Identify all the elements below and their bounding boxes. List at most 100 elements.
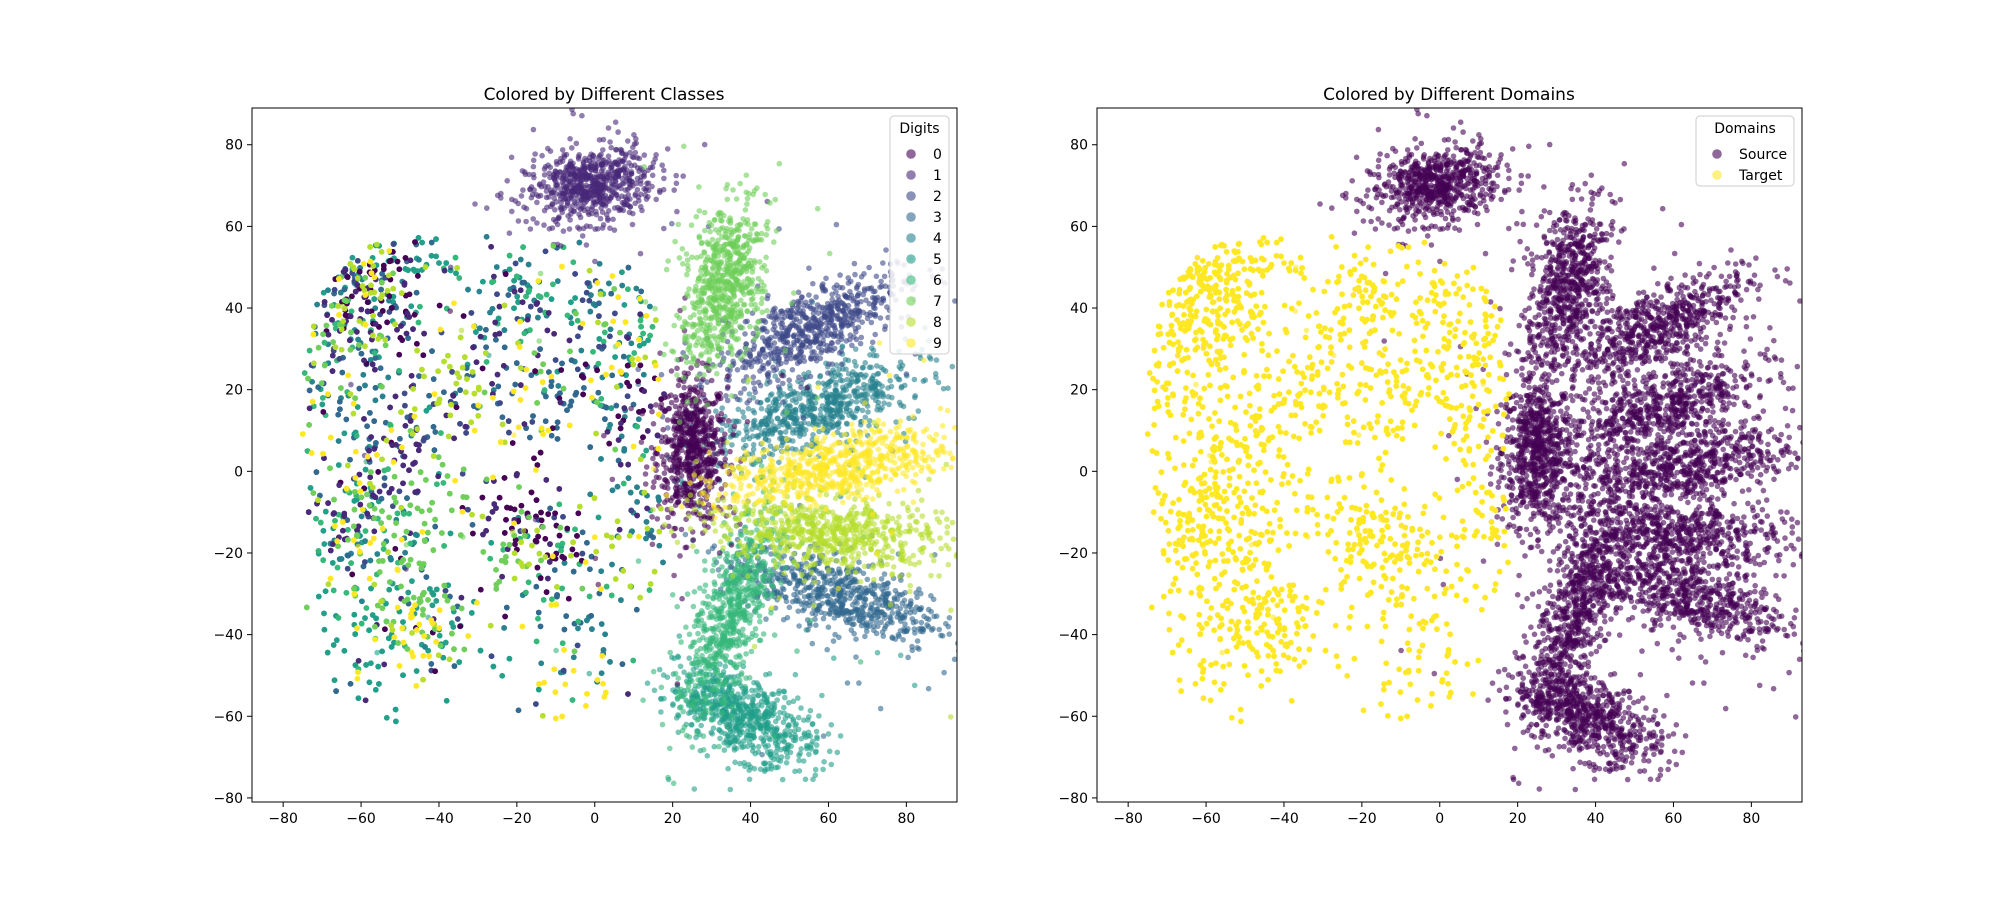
source-point-digit-5 [752, 712, 758, 718]
source-point-digit-4 [780, 418, 786, 425]
source-point-digit-5 [757, 725, 764, 731]
target-point-digit-4 [555, 278, 561, 284]
target-point-digit-3 [416, 373, 422, 379]
target-point-digit-4 [325, 287, 331, 294]
source-point-digit-3 [903, 609, 909, 615]
target-point-digit-3 [413, 289, 420, 296]
source-point-digit-4 [912, 393, 918, 399]
source-point-digit-3 [896, 633, 902, 640]
source-point-digit-5 [710, 725, 717, 731]
target-point-digit-5 [568, 320, 575, 327]
source-point-digit-5 [767, 748, 774, 755]
target-point-digit-3 [430, 376, 437, 382]
target-point-digit-3 [533, 583, 540, 590]
source-point-digit-4 [782, 429, 789, 435]
source-point-digit-4 [746, 391, 753, 397]
target-point-digit-3 [596, 300, 602, 307]
source-point-digit-3 [851, 621, 857, 627]
target-point-digit-3 [426, 392, 432, 399]
source-point-digit-3 [828, 606, 835, 612]
target-point-digit-4 [633, 285, 640, 292]
target-point-digit-5 [436, 632, 443, 639]
source-point-digit-4 [816, 418, 822, 425]
target-point-digit-4 [584, 617, 590, 624]
source-point-digit-5 [734, 701, 741, 707]
source-point-digit-5 [670, 702, 676, 708]
target-point-digit-3 [423, 574, 430, 580]
target-point-digit-5 [612, 354, 618, 360]
target-point-digit-5 [434, 586, 440, 593]
source-point-digit-4 [839, 343, 846, 350]
source-point-digit-3 [845, 574, 851, 581]
target-point-digit-5 [433, 598, 440, 604]
target-point-digit-5 [511, 305, 517, 312]
source-point-digit-4 [809, 402, 816, 408]
source-point-digit-3 [824, 593, 830, 599]
target-point-digit-3 [432, 523, 439, 530]
source-point-digit-3 [885, 590, 892, 597]
source-point-digit-4 [810, 416, 817, 423]
target-point-digit-4 [494, 264, 500, 270]
source-point-digit-3 [813, 622, 819, 628]
target-point-digit-3 [347, 681, 354, 687]
target-point-digit-5 [366, 627, 372, 633]
target-point-digit-5 [443, 698, 450, 704]
target-point-digit-3 [542, 418, 549, 425]
source-point-digit-3 [860, 570, 867, 577]
source-point-digit-3 [858, 622, 865, 629]
source-point-digit-3 [909, 616, 916, 622]
source-point-digit-5 [717, 735, 723, 742]
target-point-digit-3 [377, 365, 384, 372]
target-point-digit-5 [334, 637, 340, 643]
target-point-digit-3 [595, 389, 602, 396]
target-point-digit-5 [330, 560, 336, 566]
source-point-digit-4 [822, 387, 828, 393]
source-point-digit-5 [677, 663, 684, 670]
source-point-digit-3 [881, 571, 888, 577]
source-point-digit-3 [946, 615, 953, 621]
source-point-digit-3 [838, 604, 845, 611]
source-point-digit-5 [656, 666, 663, 673]
source-point-digit-5 [825, 731, 832, 737]
source-point-digit-3 [818, 570, 825, 576]
source-point-digit-3 [914, 594, 920, 601]
source-point-digit-5 [755, 717, 762, 724]
target-point-digit-4 [627, 489, 634, 496]
source-point-digit-3 [882, 623, 889, 629]
source-point-digit-3 [786, 604, 793, 611]
source-point-digit-4 [869, 345, 875, 351]
source-point-digit-5 [819, 692, 825, 699]
source-point-digit-5 [686, 655, 692, 661]
target-point-digit-5 [351, 611, 358, 618]
source-point-digit-5 [754, 706, 761, 713]
target-point-digit-3 [378, 286, 384, 293]
target-point-digit-3 [608, 290, 614, 297]
target-point-digit-5 [319, 401, 326, 408]
target-point-digit-4 [387, 555, 394, 561]
target-point-digit-5 [330, 642, 337, 648]
source-point-digit-3 [901, 615, 908, 621]
target-point-digit-3 [335, 411, 342, 418]
source-point-digit-3 [873, 630, 880, 637]
source-point-digit-4 [867, 352, 873, 358]
classes-points [300, 108, 957, 793]
source-point-digit-3 [868, 601, 875, 608]
source-point-digit-3 [759, 751, 765, 758]
source-point-digit-4 [719, 405, 725, 411]
source-point-digit-4 [853, 399, 860, 405]
source-point-digit-5 [746, 767, 752, 773]
target-point-digit-5 [321, 626, 328, 633]
source-point-digit-5 [761, 692, 767, 699]
target-point-digit-3 [559, 360, 565, 367]
source-point-digit-4 [896, 399, 903, 406]
target-point-digit-3 [581, 385, 587, 391]
target-point-digit-3 [504, 604, 510, 611]
source-point-digit-3 [926, 616, 932, 623]
target-point-digit-4 [535, 314, 541, 321]
source-point-digit-5 [738, 708, 745, 714]
target-point-digit-3 [306, 387, 313, 394]
source-point-digit-3 [856, 680, 862, 686]
source-point-digit-4 [840, 394, 847, 401]
target-point-digit-5 [636, 342, 643, 349]
source-point-digit-4 [824, 381, 831, 387]
